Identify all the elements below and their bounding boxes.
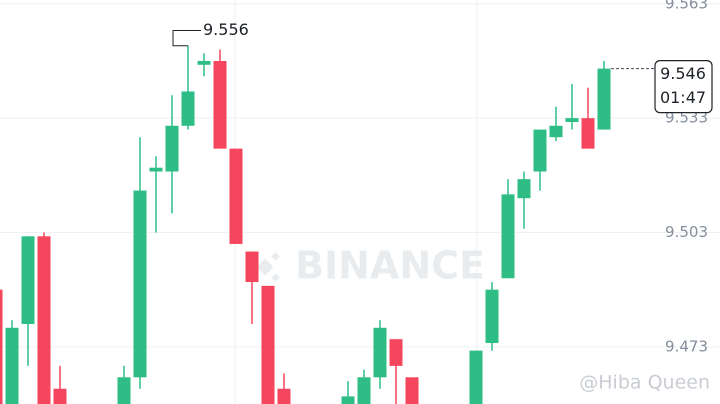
candle-body bbox=[565, 118, 579, 122]
price-box bbox=[654, 60, 713, 114]
candle-body bbox=[341, 396, 355, 404]
candle-body bbox=[549, 125, 563, 138]
candle-body bbox=[117, 377, 131, 404]
candle-body bbox=[21, 236, 35, 324]
candle-body bbox=[53, 388, 67, 404]
candle-body bbox=[229, 148, 243, 244]
candle-body bbox=[533, 129, 547, 172]
candle-body bbox=[133, 190, 147, 378]
candle-body bbox=[581, 118, 595, 149]
candle-body bbox=[181, 91, 195, 126]
candle-body bbox=[373, 327, 387, 378]
candle-body bbox=[0, 289, 3, 404]
candle-body bbox=[165, 125, 179, 172]
high-marker-label: 9.556 bbox=[203, 20, 249, 39]
candle-body bbox=[389, 339, 403, 366]
candle-body bbox=[245, 251, 259, 283]
candle-body bbox=[405, 377, 419, 404]
plot bbox=[0, 45, 611, 404]
candle-body bbox=[597, 68, 611, 130]
candle-body bbox=[277, 388, 291, 404]
y-tick-label: 9.503 bbox=[665, 223, 708, 241]
candle-body bbox=[37, 236, 51, 404]
candle-body bbox=[197, 60, 211, 65]
candle-body bbox=[261, 285, 275, 404]
y-tick-label: 9.563 bbox=[665, 0, 708, 12]
candle-body bbox=[213, 60, 227, 149]
high-marker-line bbox=[172, 29, 201, 47]
candle-body bbox=[357, 377, 371, 404]
watermark-text: BINANCE bbox=[295, 244, 485, 288]
candle-body bbox=[501, 194, 515, 279]
price-label: 9.546 bbox=[660, 64, 706, 83]
countdown: 01:47 bbox=[660, 88, 706, 107]
y-tick-label: 9.473 bbox=[665, 337, 708, 355]
candle-body bbox=[469, 350, 483, 404]
candle-body bbox=[5, 327, 19, 404]
watermark-user: @Hiba Queen bbox=[579, 372, 710, 394]
candle-body bbox=[149, 167, 163, 172]
candle-body bbox=[485, 289, 499, 344]
candle-body bbox=[517, 179, 531, 199]
watermark: BINANCE bbox=[250, 244, 485, 288]
